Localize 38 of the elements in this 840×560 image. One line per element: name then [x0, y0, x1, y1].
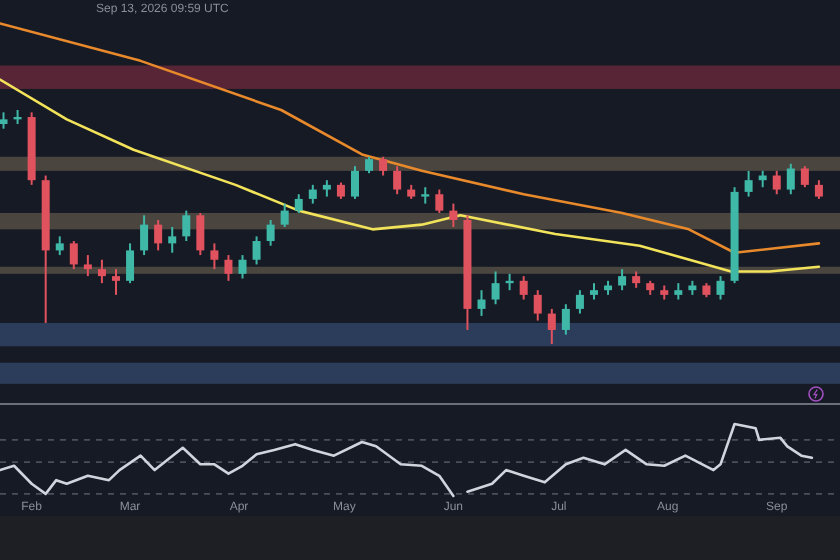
candlestick [547, 307, 556, 345]
candlestick [350, 165, 359, 200]
candlestick [97, 258, 106, 285]
candlestick [196, 211, 205, 257]
candlestick [154, 218, 163, 252]
candlestick [83, 254, 92, 278]
candlestick [519, 275, 528, 301]
candlestick [393, 165, 402, 196]
candlestick [238, 254, 247, 280]
candlestick [69, 240, 78, 271]
candlestick [182, 209, 191, 243]
candlestick [379, 155, 388, 177]
candlestick [716, 275, 725, 301]
candlestick [491, 270, 500, 306]
candlestick [786, 162, 795, 196]
candlestick [449, 202, 458, 228]
candlestick [280, 202, 289, 228]
candlestick [168, 226, 177, 254]
candlestick [533, 289, 542, 322]
candlestick [266, 218, 275, 247]
candlestick [294, 193, 303, 214]
candlestick [561, 303, 570, 336]
candlestick [744, 169, 753, 198]
candlestick [140, 214, 149, 257]
candlestick [224, 254, 233, 282]
candlestick [575, 289, 584, 315]
candlestick [618, 268, 627, 292]
candlestick [308, 183, 317, 205]
candlestick [772, 169, 781, 196]
candlestick [814, 179, 823, 200]
candlestick [55, 235, 64, 257]
candlestick [210, 242, 219, 271]
candlestick [435, 188, 444, 214]
candlestick [477, 289, 486, 317]
candlestick [800, 165, 809, 189]
candlestick [126, 242, 135, 285]
candlestick [252, 235, 261, 266]
candlestick [111, 268, 120, 296]
